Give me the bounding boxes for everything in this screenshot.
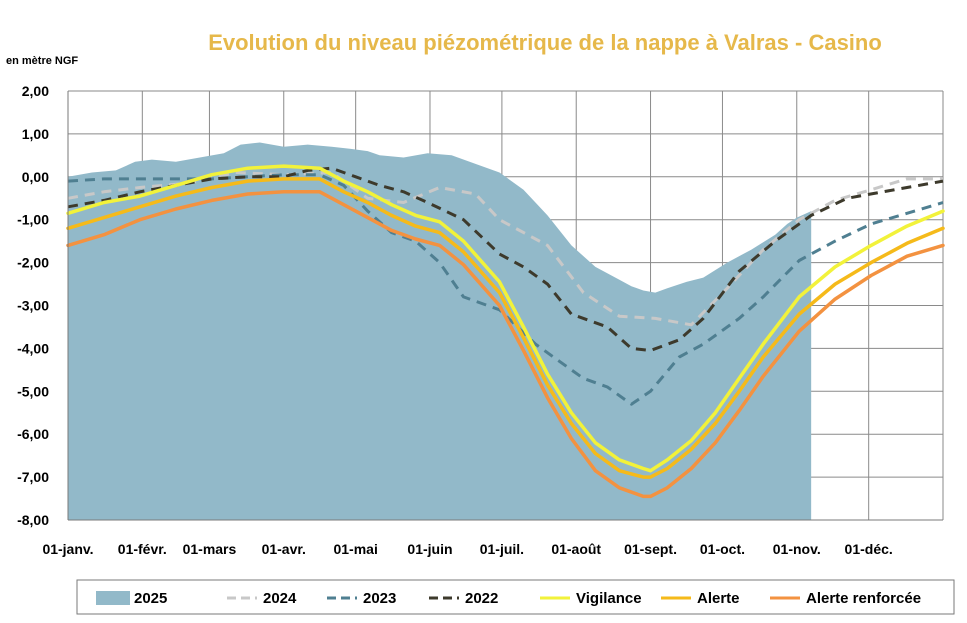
x-tick-label: 01-août [551,541,601,557]
y-tick-label: -3,00 [17,298,49,314]
area-layer [68,142,812,520]
series-vigilance-line [66,164,945,473]
legend-vigilance-label: Vigilance [576,590,642,607]
x-tick-label: 01-févr. [118,541,167,557]
x-tick-label: 01-mai [333,541,377,557]
y-tick-label: -6,00 [17,426,49,442]
series-alerte-line [66,177,945,479]
legend: 2025 2024 2023 2022 Vigilance Alerte Alerte re… [76,579,955,615]
legend-2022-label: 2022 [465,590,498,607]
series-2025-area [68,142,812,520]
x-tick-labels: 01-janv. 01-févr. 01-mars 01-avr. 01-mai 01-j… [42,541,892,557]
y-tick-label: 0,00 [22,169,49,185]
legend-2025-swatch [96,591,130,605]
x-tick-label: 01-juin [407,541,452,557]
x-tick-label: 01-mars [183,541,237,557]
series-alerte-renforcee-line [66,190,945,499]
y-tick-label: -4,00 [17,340,49,356]
y-tick-label: 1,00 [22,126,49,142]
y-tick-label: -5,00 [17,383,49,399]
legend-2023-label: 2023 [363,590,396,607]
x-tick-label: 01-déc. [845,541,893,557]
lines-layer [66,164,945,499]
x-tick-label: 01-janv. [42,541,93,557]
y-tick-label: -1,00 [17,212,49,228]
legend-alerte-renforcee-label: Alerte renforcée [806,590,921,607]
x-tick-label: 01-oct. [700,541,745,557]
y-tick-label: -2,00 [17,255,49,271]
y-tick-label: -8,00 [17,512,49,528]
legend-2025-label: 2025 [134,590,167,607]
x-tick-label: 01-avr. [262,541,306,557]
axes [67,91,943,521]
x-tick-label: 01-nov. [773,541,821,557]
y-tick-label: -7,00 [17,469,49,485]
legend-box [76,579,955,615]
chart-title: Evolution du niveau piézométrique de la … [208,30,882,55]
legend-alerte-label: Alerte [697,590,740,607]
legend-2024-label: 2024 [263,590,297,607]
y-tick-labels: 2,00 1,00 0,00 -1,00 -2,00 -3,00 -4,00 -5,00 -6,… [17,83,49,528]
y-tick-label: 2,00 [22,83,49,99]
x-tick-label: 01-juil. [480,541,524,557]
x-tick-label: 01-sept. [624,541,677,557]
series-2024-line [67,171,943,327]
y-axis-unit-label: en mètre NGF [6,55,78,67]
series-2022-line [67,166,944,352]
